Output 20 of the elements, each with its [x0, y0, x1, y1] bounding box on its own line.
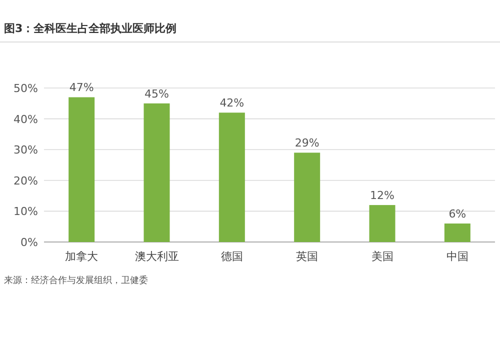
x-tick-label: 德国 [220, 250, 243, 263]
data-label: 42% [220, 96, 244, 110]
data-label: 45% [144, 87, 169, 100]
x-tick-label: 英国 [296, 250, 318, 263]
data-label: 47% [69, 81, 94, 94]
data-label: 6% [448, 208, 466, 221]
y-tick-label: 30% [14, 144, 38, 157]
x-tick-label: 美国 [371, 250, 394, 263]
data-label: 12% [370, 189, 394, 202]
y-tick-label: 50% [14, 82, 38, 95]
y-tick-label: 10% [14, 205, 38, 218]
y-tick-label: 20% [14, 174, 38, 188]
x-tick-label: 中国 [446, 250, 468, 263]
title: 图3：全科医生占全部执业医师比例 [4, 22, 177, 35]
x-tick-label: 澳大利亚 [134, 250, 179, 263]
y-tick-label: 40% [14, 112, 38, 126]
source-note: 来源：经济合作与发展组织，卫健委 [4, 275, 148, 286]
data-label: 29% [294, 136, 320, 150]
x-tick-label: 加拿大 [65, 250, 98, 263]
y-tick-label: 0% [20, 236, 38, 249]
